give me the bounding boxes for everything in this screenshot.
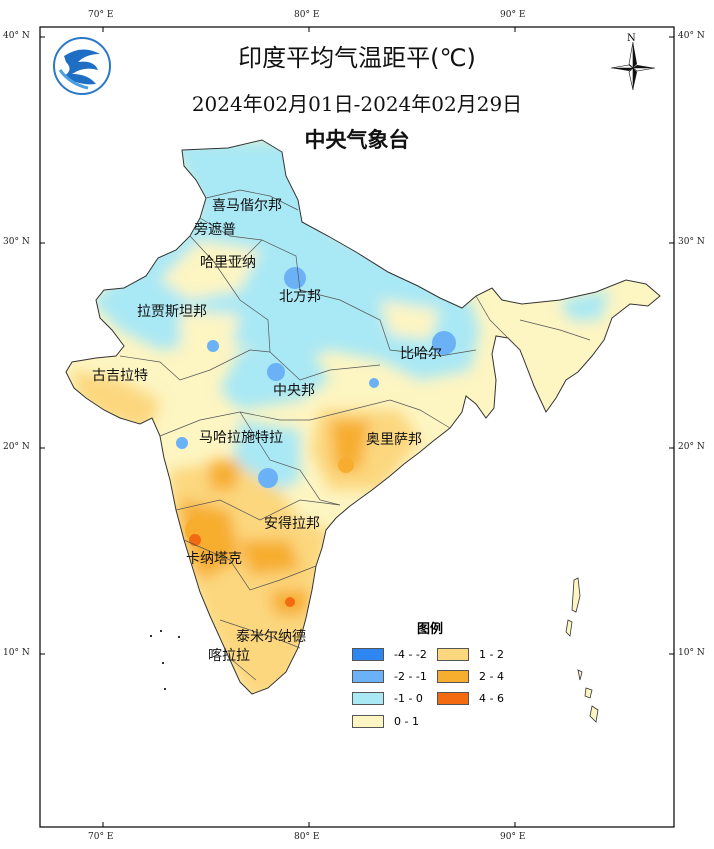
region-label-haryana: 哈里亚纳 [200, 255, 256, 271]
map-subtitle: 2024年02月01日-2024年02月29日 [191, 92, 523, 116]
region-label-bihar: 比哈尔 [400, 346, 442, 362]
left-lat-label: 30° N [3, 237, 30, 247]
top-lon-label: 90° E [500, 10, 526, 20]
legend-item: 1 - 2 [437, 647, 504, 661]
map-title: 印度平均气温距平(℃) [238, 44, 476, 72]
legend-swatch [437, 669, 469, 683]
region-label-rajasthan: 拉贾斯坦邦 [137, 304, 207, 320]
region-label-uttar-pradesh: 北方邦 [279, 289, 321, 305]
region-label-punjab: 旁遮普 [194, 222, 236, 238]
legend-title: 图例 [417, 622, 444, 637]
region-label-kerala: 喀拉拉 [208, 648, 250, 664]
legend-range: 4 - 6 [479, 691, 504, 705]
map-agency: 中央气象台 [304, 128, 410, 152]
legend-swatch [352, 691, 384, 705]
legend-range: -1 - 0 [394, 691, 423, 705]
legend-item: 0 - 1 [352, 714, 419, 728]
top-lon-label: 80° E [294, 10, 320, 20]
north-label: N [627, 33, 636, 44]
region-label-himachal: 喜马偕尔邦 [212, 198, 282, 214]
india-outline [65, 139, 661, 695]
state-boundaries [119, 189, 591, 681]
legend-item: -4 - -2 [352, 647, 427, 661]
bottom-lon-label: 70° E [88, 832, 114, 842]
andaman-islands [565, 577, 599, 723]
cma-logo [53, 37, 111, 95]
right-lat-label: 40° N [678, 31, 705, 41]
legend-range: 0 - 1 [394, 714, 419, 728]
legend-range: 1 - 2 [479, 647, 504, 661]
legend-item: 2 - 4 [437, 669, 504, 683]
legend-range: -2 - -1 [394, 669, 427, 683]
legend-range: -4 - -2 [394, 647, 427, 661]
right-lat-label: 10° N [678, 648, 705, 658]
bottom-lon-label: 90° E [500, 832, 526, 842]
region-label-maharashtra: 马哈拉施特拉 [199, 430, 283, 446]
legend-swatch [437, 691, 469, 705]
region-label-odisha: 奥里萨邦 [366, 432, 422, 448]
legend-item: -2 - -1 [352, 669, 427, 683]
legend-swatch [352, 714, 384, 728]
region-label-tamil-nadu: 泰米尔纳德 [236, 629, 306, 645]
region-label-karnataka: 卡纳塔克 [186, 551, 242, 567]
region-label-andhra-pradesh: 安得拉邦 [264, 516, 320, 532]
region-label-gujarat: 古吉拉特 [92, 368, 148, 384]
region-label-madhya-pradesh: 中央邦 [273, 383, 315, 399]
legend-item: -1 - 0 [352, 691, 423, 705]
lakshadweep-islands [150, 630, 180, 690]
legend-range: 2 - 4 [479, 669, 504, 683]
left-lat-label: 20° N [3, 442, 30, 452]
right-lat-label: 30° N [678, 237, 705, 247]
legend-swatch [352, 669, 384, 683]
legend-swatch [352, 647, 384, 661]
legend-item: 4 - 6 [437, 691, 504, 705]
left-lat-label: 10° N [3, 648, 30, 658]
anomaly-field [66, 140, 660, 694]
right-lat-label: 20° N [678, 442, 705, 452]
left-lat-label: 40° N [3, 31, 30, 41]
map-border [39, 26, 675, 828]
legend-swatch [437, 647, 469, 661]
graticule-ticks [40, 27, 674, 827]
north-arrow-icon [610, 41, 656, 91]
top-lon-label: 70° E [88, 10, 114, 20]
bottom-lon-label: 80° E [294, 832, 320, 842]
